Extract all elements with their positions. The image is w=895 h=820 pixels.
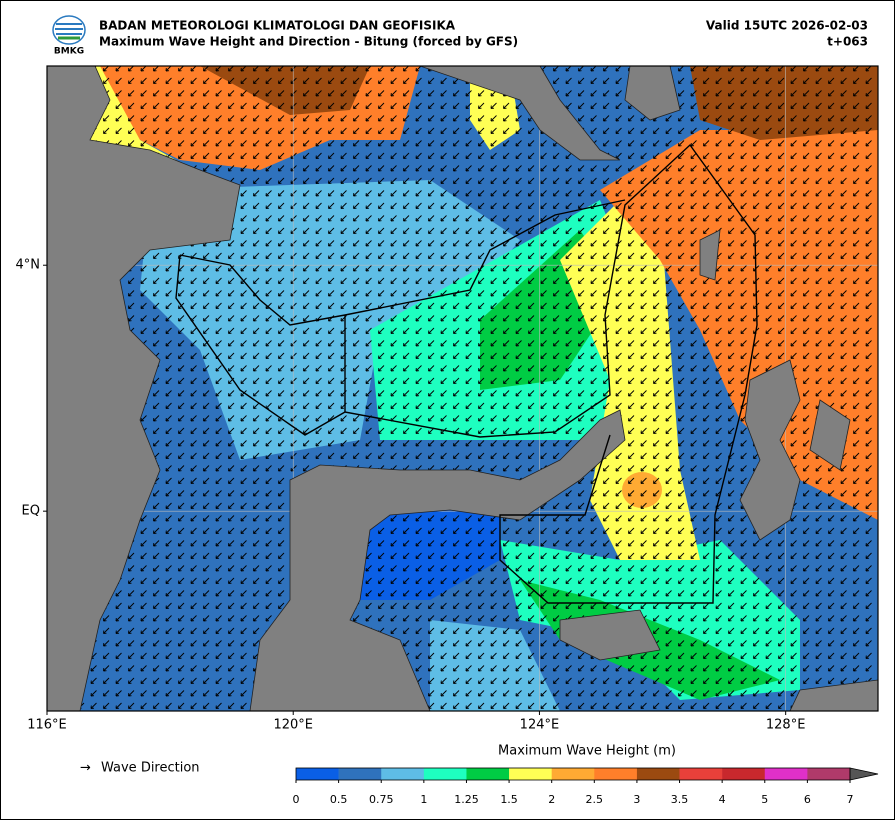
lead-time: t+063 [827, 35, 868, 49]
legend-label: Wave Direction [101, 761, 200, 776]
x-tick-label: 124°E [520, 718, 560, 733]
x-tick-label: 116°E [27, 718, 67, 733]
colorbar-label: 7 [847, 793, 854, 806]
land [419, 66, 621, 161]
colorbar-label: 6 [804, 793, 811, 806]
x-tick-label: 120°E [273, 718, 313, 733]
y-tick-label: EQ [22, 504, 40, 519]
colorbar-label: 0.75 [369, 793, 394, 806]
colorbar-label: 3.5 [671, 793, 689, 806]
land [789, 679, 878, 711]
colorbar-segment [338, 768, 382, 780]
land [249, 409, 626, 711]
colorbar-label: 0 [293, 793, 300, 806]
colorbar-segment [636, 768, 680, 780]
colorbar-segment [381, 768, 425, 780]
agency-name: BADAN METEOROLOGI KLIMATOLOGI DAN GEOFIS… [99, 19, 456, 33]
map-area [47, 66, 878, 711]
colorbar-label: 3 [633, 793, 640, 806]
land [739, 359, 801, 541]
colorbar-segment [679, 768, 723, 780]
colorbar-title: Maximum Wave Height (m) [498, 744, 676, 759]
x-tick-label: 128°E [766, 718, 806, 733]
colorbar-segment [764, 768, 808, 780]
colorbar-segment [594, 768, 638, 780]
colorbar-label: 1 [420, 793, 427, 806]
land [47, 66, 241, 711]
colorbar-label: 2.5 [586, 793, 604, 806]
y-tick-label: 4°N [16, 258, 41, 273]
colorbar-label: 1.25 [454, 793, 479, 806]
logo-text: BMKG [54, 47, 84, 57]
map-frame [46, 65, 879, 712]
colorbar-extension [849, 767, 879, 781]
colorbar-segment [423, 768, 467, 780]
colorbar-frame [295, 767, 851, 781]
forecast-zones [175, 143, 758, 604]
valid-time: Valid 15UTC 2026-02-03 [706, 19, 868, 33]
colorbar-label: 1.5 [500, 793, 518, 806]
map-title: Maximum Wave Height and Direction - Bitu… [99, 35, 518, 49]
colorbar-segment [807, 768, 851, 780]
colorbar-segment [722, 768, 766, 780]
legend-arrow: → [80, 761, 91, 776]
land [559, 609, 661, 661]
colorbar-label: 4 [719, 793, 726, 806]
logo: BMKG [52, 15, 86, 57]
land [699, 229, 721, 281]
colorbar-segment [509, 768, 552, 780]
land [809, 399, 851, 471]
colorbar-segment [296, 768, 339, 780]
colorbar-segment [466, 768, 510, 780]
colorbar-label: 0.5 [330, 793, 348, 806]
land [624, 66, 681, 121]
colorbar-label: 5 [761, 793, 768, 806]
colorbar-segment [551, 768, 595, 780]
colorbar-label: 2 [548, 793, 555, 806]
